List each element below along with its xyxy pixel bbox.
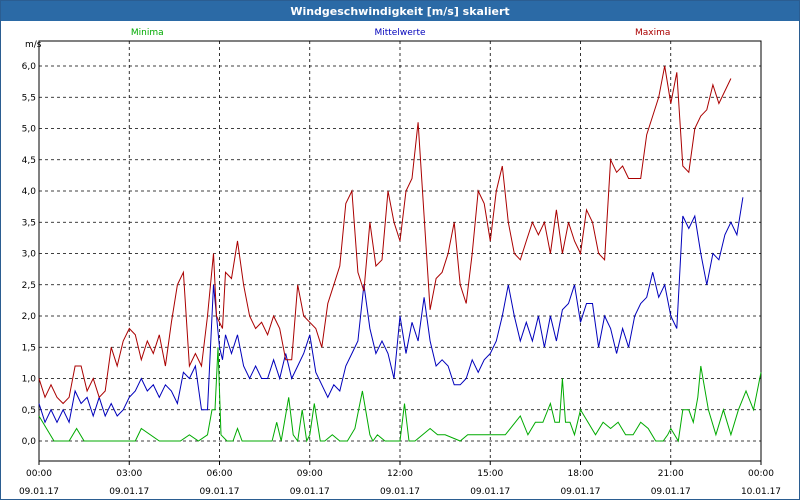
x-tick-date: 09.01.17	[380, 487, 420, 497]
y-tick-label: 1,0	[22, 375, 37, 385]
y-tick-label: 4,5	[22, 156, 36, 166]
grid	[39, 41, 761, 461]
x-tick-time: 03:00	[116, 469, 142, 479]
series-line-maxima	[38, 65, 732, 405]
x-tick-time: 18:00	[568, 469, 594, 479]
x-tick-time: 00:00	[748, 469, 774, 479]
window-title: Windgeschwindigkeit [m/s] skaliert	[1, 1, 799, 21]
x-tick-time: 21:00	[658, 469, 684, 479]
y-axis-label: m/s	[25, 40, 42, 50]
series-group	[38, 65, 762, 443]
y-tick-label: 2,5	[22, 281, 36, 291]
series-line-minima	[38, 347, 762, 443]
legend-entry-minima: Minima	[131, 28, 164, 38]
y-tick-label: 5,0	[22, 125, 37, 135]
legend-entry-maxima: Maxima	[635, 28, 670, 38]
x-tick-date: 09.01.17	[560, 487, 600, 497]
x-tick-date: 09.01.17	[199, 487, 239, 497]
y-tick-label: 0,0	[22, 437, 37, 447]
legend-entry-mittelwerte: Mittelwerte	[374, 28, 425, 38]
y-tick-label: 0,5	[22, 406, 36, 416]
x-tick-date: 09.01.17	[470, 487, 510, 497]
axes: m/s 0,0 0,5 1,0 1,5 2,0 2,5 3,0 3,5 4,0 4,5 5,0 5,5 6…	[19, 40, 781, 497]
series-line-mittelwerte	[38, 197, 744, 424]
x-tick-time: 15:00	[477, 469, 503, 479]
x-tick-time: 09:00	[297, 469, 323, 479]
x-tick-date: 09.01.17	[651, 487, 691, 497]
y-tick-label: 3,0	[22, 250, 37, 260]
legend: Minima Mittelwerte Maxima	[131, 28, 670, 38]
x-tick-date: 09.01.17	[19, 487, 59, 497]
x-tick-date: 10.01.17	[741, 487, 781, 497]
x-tick-time: 12:00	[387, 469, 413, 479]
x-tick-time: 06:00	[207, 469, 233, 479]
y-tick-label: 3,5	[22, 218, 36, 228]
x-tick-date: 09.01.17	[109, 487, 149, 497]
x-tick-time: 00:00	[26, 469, 52, 479]
y-tick-label: 1,5	[22, 343, 36, 353]
line-chart: m/s 0,0 0,5 1,0 1,5 2,0 2,5 3,0 3,5 4,0 4,5 5,0 5,5 6…	[19, 28, 781, 497]
y-tick-label: 6,0	[22, 62, 37, 72]
y-tick-label: 4,0	[22, 187, 37, 197]
y-tick-label: 5,5	[22, 93, 36, 103]
x-tick-date: 09.01.17	[290, 487, 330, 497]
y-tick-label: 2,0	[22, 312, 37, 322]
